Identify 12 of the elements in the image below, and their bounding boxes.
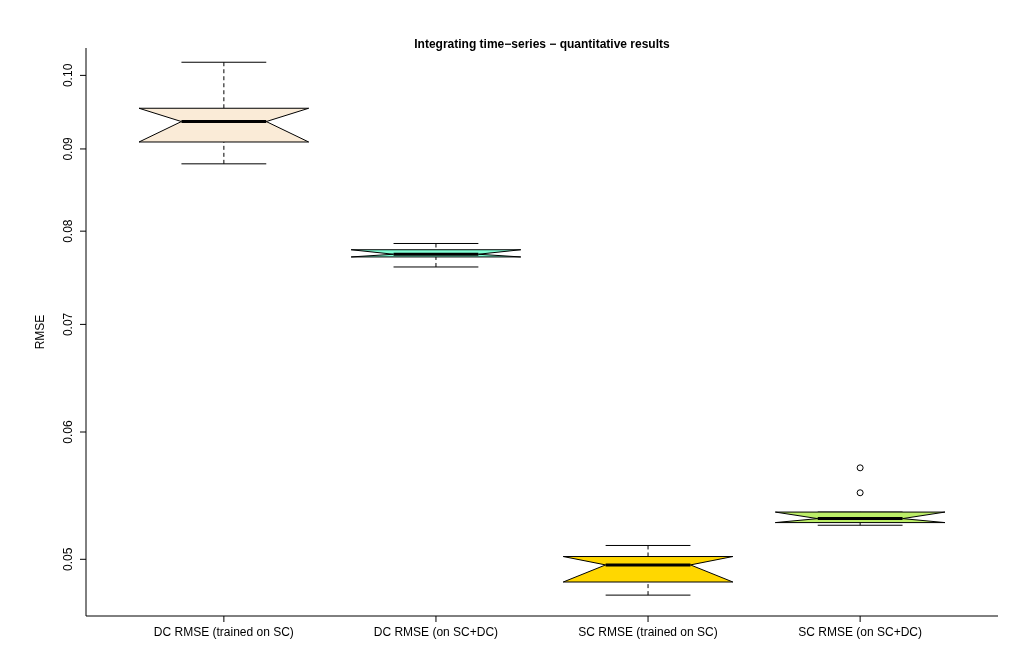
x-tick-label: SC RMSE (on SC+DC) bbox=[798, 625, 922, 639]
y-tick-label: 0.05 bbox=[61, 547, 75, 571]
y-tick-label: 0.07 bbox=[61, 312, 75, 337]
x-tick-label: SC RMSE (trained on SC) bbox=[578, 625, 718, 639]
y-tick-label: 0.08 bbox=[61, 219, 75, 243]
y-tick-label: 0.09 bbox=[61, 136, 75, 161]
x-tick-label: DC RMSE (on SC+DC) bbox=[373, 625, 499, 639]
y-tick-label: 0.10 bbox=[61, 63, 75, 88]
chart-title: Integrating time−series − quantitative results bbox=[414, 37, 671, 51]
y-axis-title: RMSE bbox=[33, 314, 47, 350]
x-tick-label: DC RMSE (trained on SC) bbox=[153, 625, 294, 639]
y-tick-label: 0.06 bbox=[61, 420, 75, 444]
